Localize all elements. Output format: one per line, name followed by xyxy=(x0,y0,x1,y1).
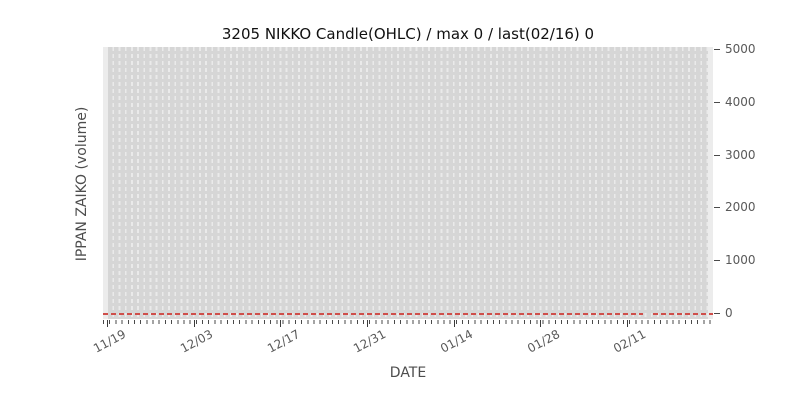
y-tick-mark xyxy=(714,207,720,209)
y-tick-mark xyxy=(714,313,720,314)
x-tick-label: 12/17 xyxy=(264,327,302,356)
x-tick-label: 12/03 xyxy=(178,327,216,356)
x-tick-label: 02/11 xyxy=(611,327,649,356)
chart-title: 3205 NIKKO Candle(OHLC) / max 0 / last(0… xyxy=(221,25,595,43)
plot-area xyxy=(103,47,713,319)
y-tick-label: 0 xyxy=(725,306,733,320)
x-major-tick xyxy=(540,320,542,327)
plot-edge-strip-left xyxy=(103,47,108,319)
y-tick-label: 5000 xyxy=(725,42,756,56)
x-tick-label: 01/28 xyxy=(524,327,562,356)
y-tick-mark xyxy=(714,49,720,50)
x-major-tick xyxy=(626,320,628,327)
y-tick-label: 3000 xyxy=(725,147,756,162)
x-tick-label: 11/19 xyxy=(91,327,129,356)
volume-zero-line-segment xyxy=(653,313,713,315)
y-tick-mark xyxy=(714,101,720,103)
y-axis-label: IPPAN ZAIKO (volume) xyxy=(74,106,90,262)
x-major-tick xyxy=(107,320,108,327)
x-major-tick xyxy=(453,320,455,327)
x-major-tick xyxy=(193,320,195,327)
x-major-tick xyxy=(280,320,282,327)
y-tick-mark xyxy=(714,154,720,156)
x-minor-ticks xyxy=(103,320,716,324)
volume-zero-line-segment xyxy=(103,313,643,315)
x-axis-label: DATE xyxy=(389,365,427,381)
x-major-tick xyxy=(366,320,368,327)
vertical-gridlines xyxy=(108,47,708,319)
y-tick-label: 4000 xyxy=(725,94,756,109)
x-tick-label: 01/14 xyxy=(438,327,476,356)
x-tick-label: 12/31 xyxy=(351,327,389,356)
plot-edge-strip-right xyxy=(708,47,713,319)
y-tick-label: 2000 xyxy=(725,200,756,215)
y-tick-mark xyxy=(714,260,720,262)
y-tick-label: 1000 xyxy=(725,253,756,268)
